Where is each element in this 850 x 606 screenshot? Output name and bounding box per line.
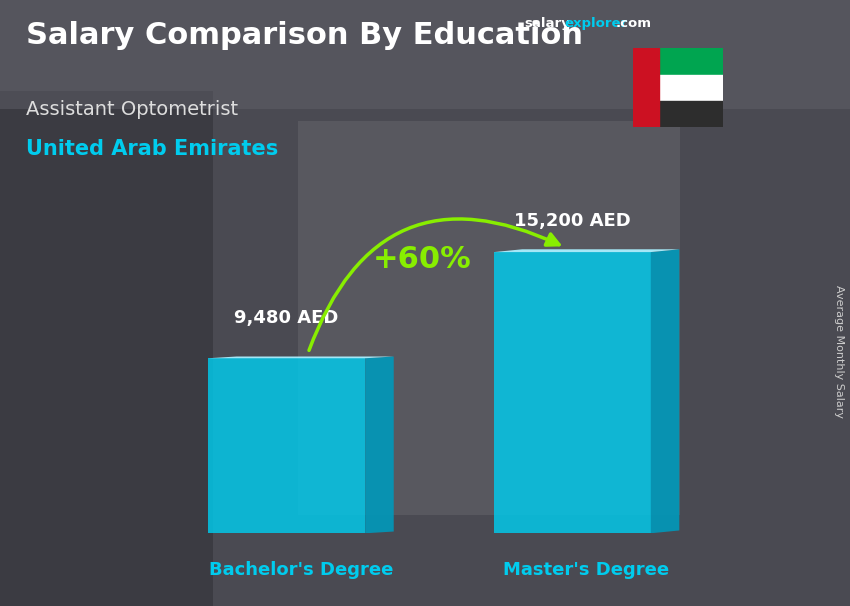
Text: Bachelor's Degree: Bachelor's Degree [209,561,393,579]
Text: Master's Degree: Master's Degree [503,561,670,579]
Bar [633,101,722,127]
Text: explorer: explorer [564,17,627,30]
Text: Salary Comparison By Education: Salary Comparison By Education [26,21,582,50]
Polygon shape [208,356,394,358]
Text: .com: .com [615,17,651,30]
Bar [298,121,680,515]
Polygon shape [366,356,394,533]
Bar [633,48,722,75]
Bar [633,48,659,127]
Text: Average Monthly Salary: Average Monthly Salary [834,285,844,418]
Text: 15,200 AED: 15,200 AED [514,212,631,230]
Text: +60%: +60% [373,245,472,275]
Text: Assistant Optometrist: Assistant Optometrist [26,100,238,119]
Text: United Arab Emirates: United Arab Emirates [26,139,278,159]
Text: 9,480 AED: 9,480 AED [235,308,339,327]
Bar [0,0,850,109]
Polygon shape [208,358,366,533]
Polygon shape [494,249,679,252]
Polygon shape [651,249,679,533]
Bar [0,91,212,606]
Bar [633,75,722,101]
Polygon shape [494,252,651,533]
Text: salary: salary [524,17,570,30]
